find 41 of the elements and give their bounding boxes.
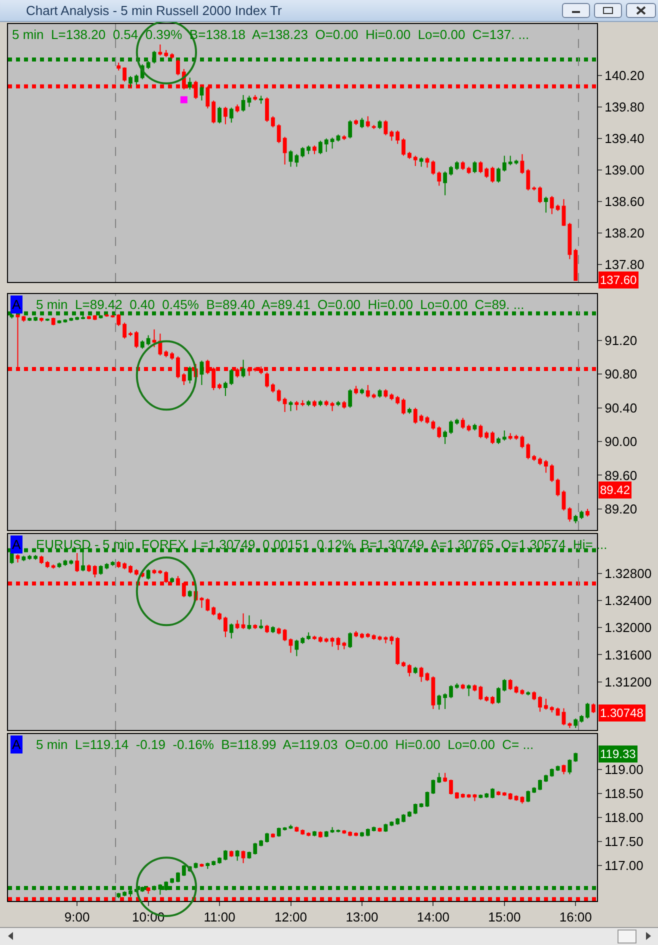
annotation: A	[12, 297, 21, 312]
text: 1.30748	[600, 706, 644, 720]
x-tick-label: 12:00	[274, 910, 308, 925]
y-tick-label: 138.20	[604, 226, 644, 241]
x-tick-label: 13:00	[346, 910, 378, 925]
y-tick-label: 118.50	[604, 786, 644, 802]
annotation: A	[12, 737, 21, 752]
y-tick-label: 138.60	[604, 194, 644, 210]
x-tick-label: 16:00	[559, 910, 592, 925]
y-tick-label: 139.40	[604, 130, 644, 146]
y-tick-label: 89.20	[604, 501, 638, 516]
y-tick-label: 1.32400	[604, 593, 652, 608]
annotation: 119.33	[600, 747, 636, 761]
y-tick-label: 137.80	[604, 257, 644, 272]
text: 89.42	[600, 483, 630, 497]
annotation: A	[12, 537, 21, 552]
annotation: 5 min L=138.20 0.54 0.39% B=138.18 A=138.23 O=0.00 Hi=0.00 Lo=0.00 C=137. ...	[12, 27, 530, 42]
x-tick-label: 11:00	[204, 910, 236, 925]
annotation: 5 min L=89.42 0.40 0.45% B=89.40 A=89.41 O=0.00 Hi=0.00 Lo=0.00 C=89. ...	[36, 297, 524, 312]
y-tick-label: 1.32000	[604, 620, 652, 636]
y-tick-label: 89.60	[604, 468, 638, 483]
x-tick-label: 9:00	[64, 910, 90, 925]
annotation: 137.60	[600, 273, 638, 287]
y-tick-label: 139.00	[604, 162, 644, 178]
y-tick-label: 1.32800	[604, 566, 652, 581]
y-tick-label: 140.20	[604, 68, 644, 83]
y-tick-label: 117.00	[604, 858, 644, 874]
y-tick-label: 90.40	[604, 400, 638, 416]
y-tick-label: 139.80	[604, 99, 644, 114]
y-tick-label: 90.00	[604, 434, 638, 450]
x-tick-label: 15:00	[488, 910, 521, 925]
y-tick-label: 1.31600	[604, 647, 652, 662]
y-tick-label: 119.00	[604, 762, 644, 778]
y-tick-label: 90.80	[604, 366, 638, 382]
y-tick-label: 118.00	[604, 810, 644, 826]
y-tick-label: 91.20	[604, 332, 638, 348]
x-tick-label: 14:00	[416, 910, 450, 925]
y-tick-label: 1.31200	[604, 674, 652, 690]
chart-title: Chart Analysis - 5 min Russell 2000 Index Tr	[26, 3, 282, 18]
annotation: 5 min L=119.14 -0.19 -0.16% B=118.99 A=119.03 O=0.00 Hi=0.00 Lo=0.00 C= ...	[36, 737, 534, 752]
y-tick-label: 117.50	[604, 834, 644, 850]
